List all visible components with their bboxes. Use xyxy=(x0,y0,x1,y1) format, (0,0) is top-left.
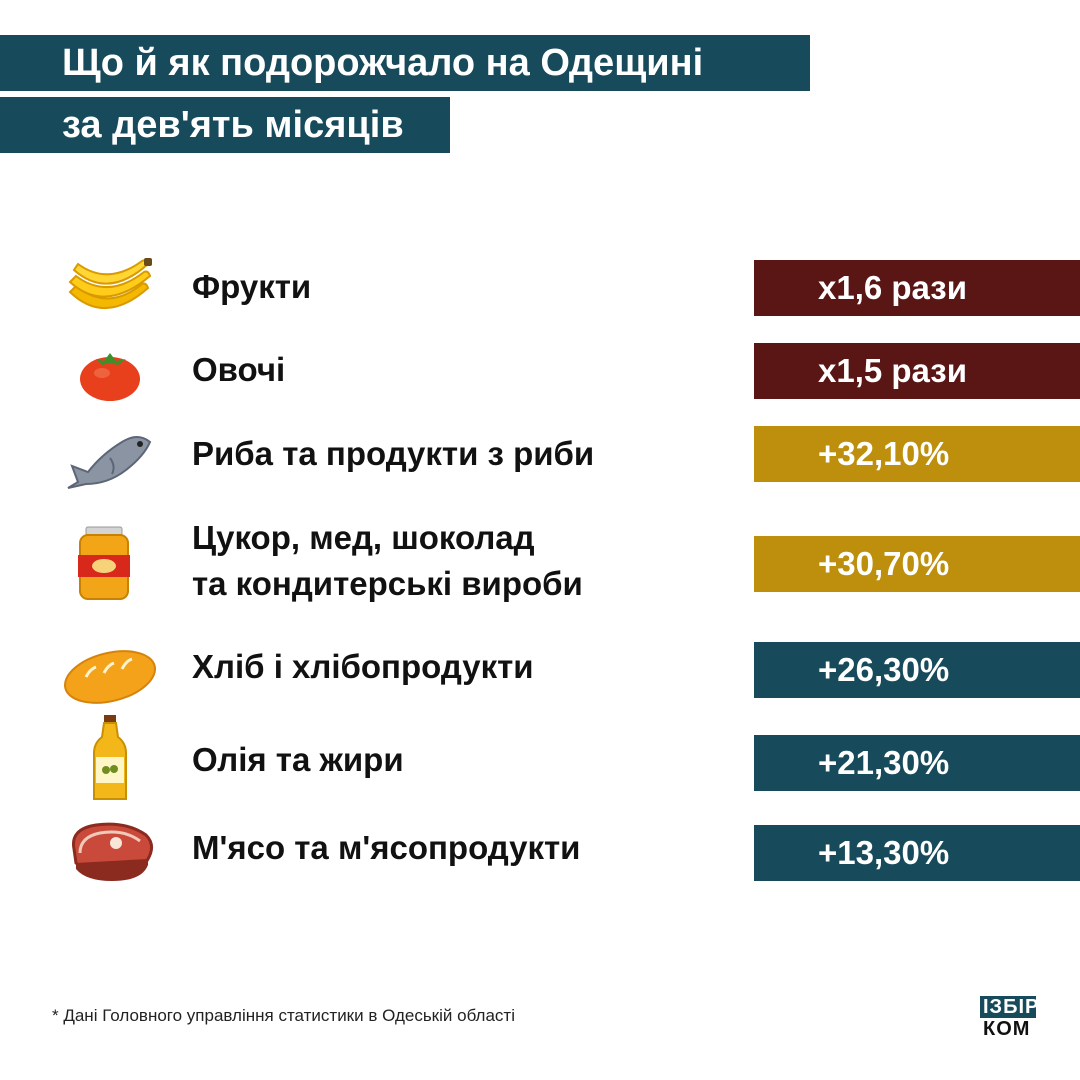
page-title-line1: Що й як подорожчало на Одещині xyxy=(0,35,810,91)
value-badge: +32,10% xyxy=(754,426,1080,482)
honey-jar-icon xyxy=(78,526,130,600)
page-title-line2: за дев'ять місяців xyxy=(0,97,450,153)
category-label: Цукор, мед, шоколад та кондитерські виро… xyxy=(192,519,583,602)
value-badge: +26,30% xyxy=(754,642,1080,698)
oil-bottle-icon xyxy=(93,715,127,800)
category-label: Хліб і хлібопродукти xyxy=(192,648,534,685)
value-badge: +13,30% xyxy=(754,825,1080,881)
category-label: Олія та жири xyxy=(192,741,404,778)
category-label: Риба та продукти з риби xyxy=(192,435,595,472)
logo-line1: ІЗБІР xyxy=(980,996,1038,1018)
source-footnote: * Дані Головного управління статистики в… xyxy=(52,1006,515,1025)
tomato-icon xyxy=(80,353,140,401)
bread-icon xyxy=(63,650,157,704)
logo-line2: КОМ xyxy=(983,1018,1031,1040)
category-label: Фрукти xyxy=(192,268,312,305)
value-badge: x1,6 рази xyxy=(754,260,1080,316)
izbirkom-logo: ІЗБІР КОМ xyxy=(980,996,1038,1040)
banana-icon xyxy=(68,258,152,309)
category-label: М'ясо та м'ясопродукти xyxy=(192,829,581,866)
value-badge: x1,5 рази xyxy=(754,343,1080,399)
fish-icon xyxy=(67,436,152,489)
value-badge: +21,30% xyxy=(754,735,1080,791)
meat-icon xyxy=(71,822,153,881)
category-label: Овочі xyxy=(192,351,286,388)
value-badge: +30,70% xyxy=(754,536,1080,592)
